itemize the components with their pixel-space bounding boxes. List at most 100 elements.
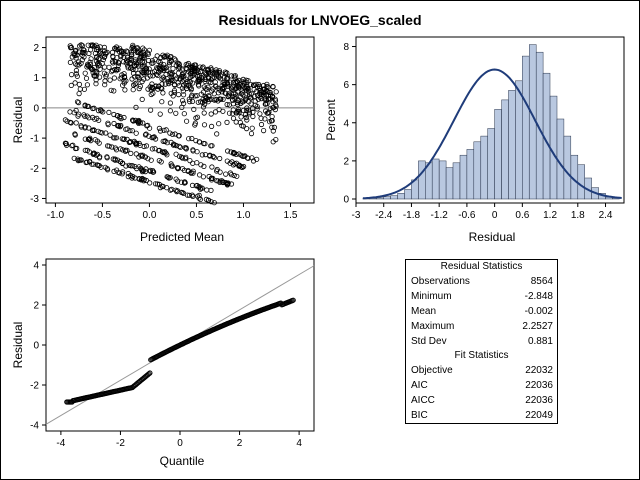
data-point (240, 99, 246, 105)
stat-label: AICC (411, 395, 435, 406)
data-point (220, 96, 226, 103)
data-point (79, 42, 85, 49)
data-point (238, 91, 244, 97)
data-point (225, 180, 231, 186)
data-point (242, 85, 248, 91)
residual-histogram: -3 -2.4 -1.8 -1.2 -0.6 0 0.6 1.2 1.8 2.4 0 2 4 6 8 Re… (324, 36, 625, 244)
qq-point (147, 370, 153, 376)
data-point (106, 109, 112, 116)
data-point (160, 183, 166, 190)
data-point (191, 71, 197, 77)
data-point (187, 79, 193, 85)
data-point (212, 109, 219, 115)
data-point (242, 153, 248, 159)
data-point (103, 130, 109, 136)
data-point (159, 99, 165, 105)
data-point (200, 104, 207, 110)
data-point (148, 107, 154, 113)
data-point (191, 106, 197, 113)
data-point (270, 139, 276, 145)
stat-row: AIC 22036 (406, 378, 557, 393)
data-point (180, 98, 186, 104)
data-point (248, 91, 254, 97)
data-point (97, 129, 103, 135)
data-point (111, 111, 117, 118)
data-point (228, 79, 234, 85)
data-point (216, 74, 222, 81)
x-tick-label: -1.0 (47, 210, 65, 221)
data-point (84, 64, 90, 70)
data-point (209, 88, 215, 94)
data-point (176, 133, 182, 139)
data-point (78, 124, 85, 130)
data-point (193, 183, 199, 189)
data-point (187, 99, 193, 105)
data-point (209, 164, 215, 170)
data-point (112, 45, 118, 52)
data-point (237, 94, 243, 100)
x-tick-label: -0.5 (94, 210, 112, 221)
data-point (209, 75, 215, 81)
data-point (148, 91, 154, 98)
data-point (130, 47, 136, 54)
data-point (216, 107, 222, 113)
data-point (203, 70, 209, 76)
histogram-bar (515, 80, 523, 200)
data-point (188, 87, 194, 93)
data-point (84, 159, 90, 165)
data-point (171, 141, 177, 147)
data-point (233, 151, 239, 157)
stat-value: -0.002 (524, 306, 553, 317)
data-point (254, 156, 260, 162)
data-point (188, 65, 194, 71)
data-point (76, 59, 82, 65)
data-point (156, 147, 163, 153)
data-point (214, 166, 220, 173)
data-point (223, 180, 229, 186)
data-point (178, 179, 184, 185)
data-point (129, 76, 135, 82)
data-point (190, 80, 196, 86)
data-point (217, 169, 223, 175)
data-point (148, 157, 154, 163)
data-point (222, 69, 228, 75)
data-point (167, 130, 173, 136)
data-point (205, 99, 211, 105)
data-point (123, 48, 130, 54)
stat-label: AIC (411, 380, 428, 391)
data-point (262, 116, 268, 122)
data-point (63, 141, 69, 147)
data-point (73, 47, 79, 54)
data-point (141, 177, 147, 183)
data-point (232, 94, 238, 100)
stat-row: Mean -0.002 (406, 304, 557, 319)
data-point (72, 132, 78, 138)
histogram-bar (494, 109, 502, 200)
data-point (78, 157, 84, 163)
data-point (141, 64, 147, 70)
data-point (89, 161, 95, 167)
x-tick-label: -4 (56, 438, 65, 449)
data-point (117, 113, 123, 120)
qq-plot: -4 -2 0 2 4 -4 -2 0 2 4 Quantile Residual (11, 258, 315, 468)
data-point (146, 47, 152, 53)
data-point (176, 64, 182, 70)
data-point (146, 57, 152, 64)
data-point (131, 82, 137, 88)
data-point (229, 111, 235, 117)
data-point (217, 76, 224, 82)
data-point (121, 73, 128, 80)
data-point (234, 79, 240, 85)
x-tick-label: 0 (177, 438, 183, 449)
data-point (206, 79, 212, 85)
data-point (92, 137, 98, 143)
data-point (245, 86, 251, 92)
data-point (145, 86, 151, 92)
data-point (176, 62, 182, 68)
data-point (125, 170, 131, 177)
data-point (113, 135, 120, 141)
stat-row: Std Dev 0.881 (406, 334, 557, 349)
data-point (273, 89, 279, 95)
data-point (209, 177, 215, 183)
data-point (103, 51, 109, 57)
